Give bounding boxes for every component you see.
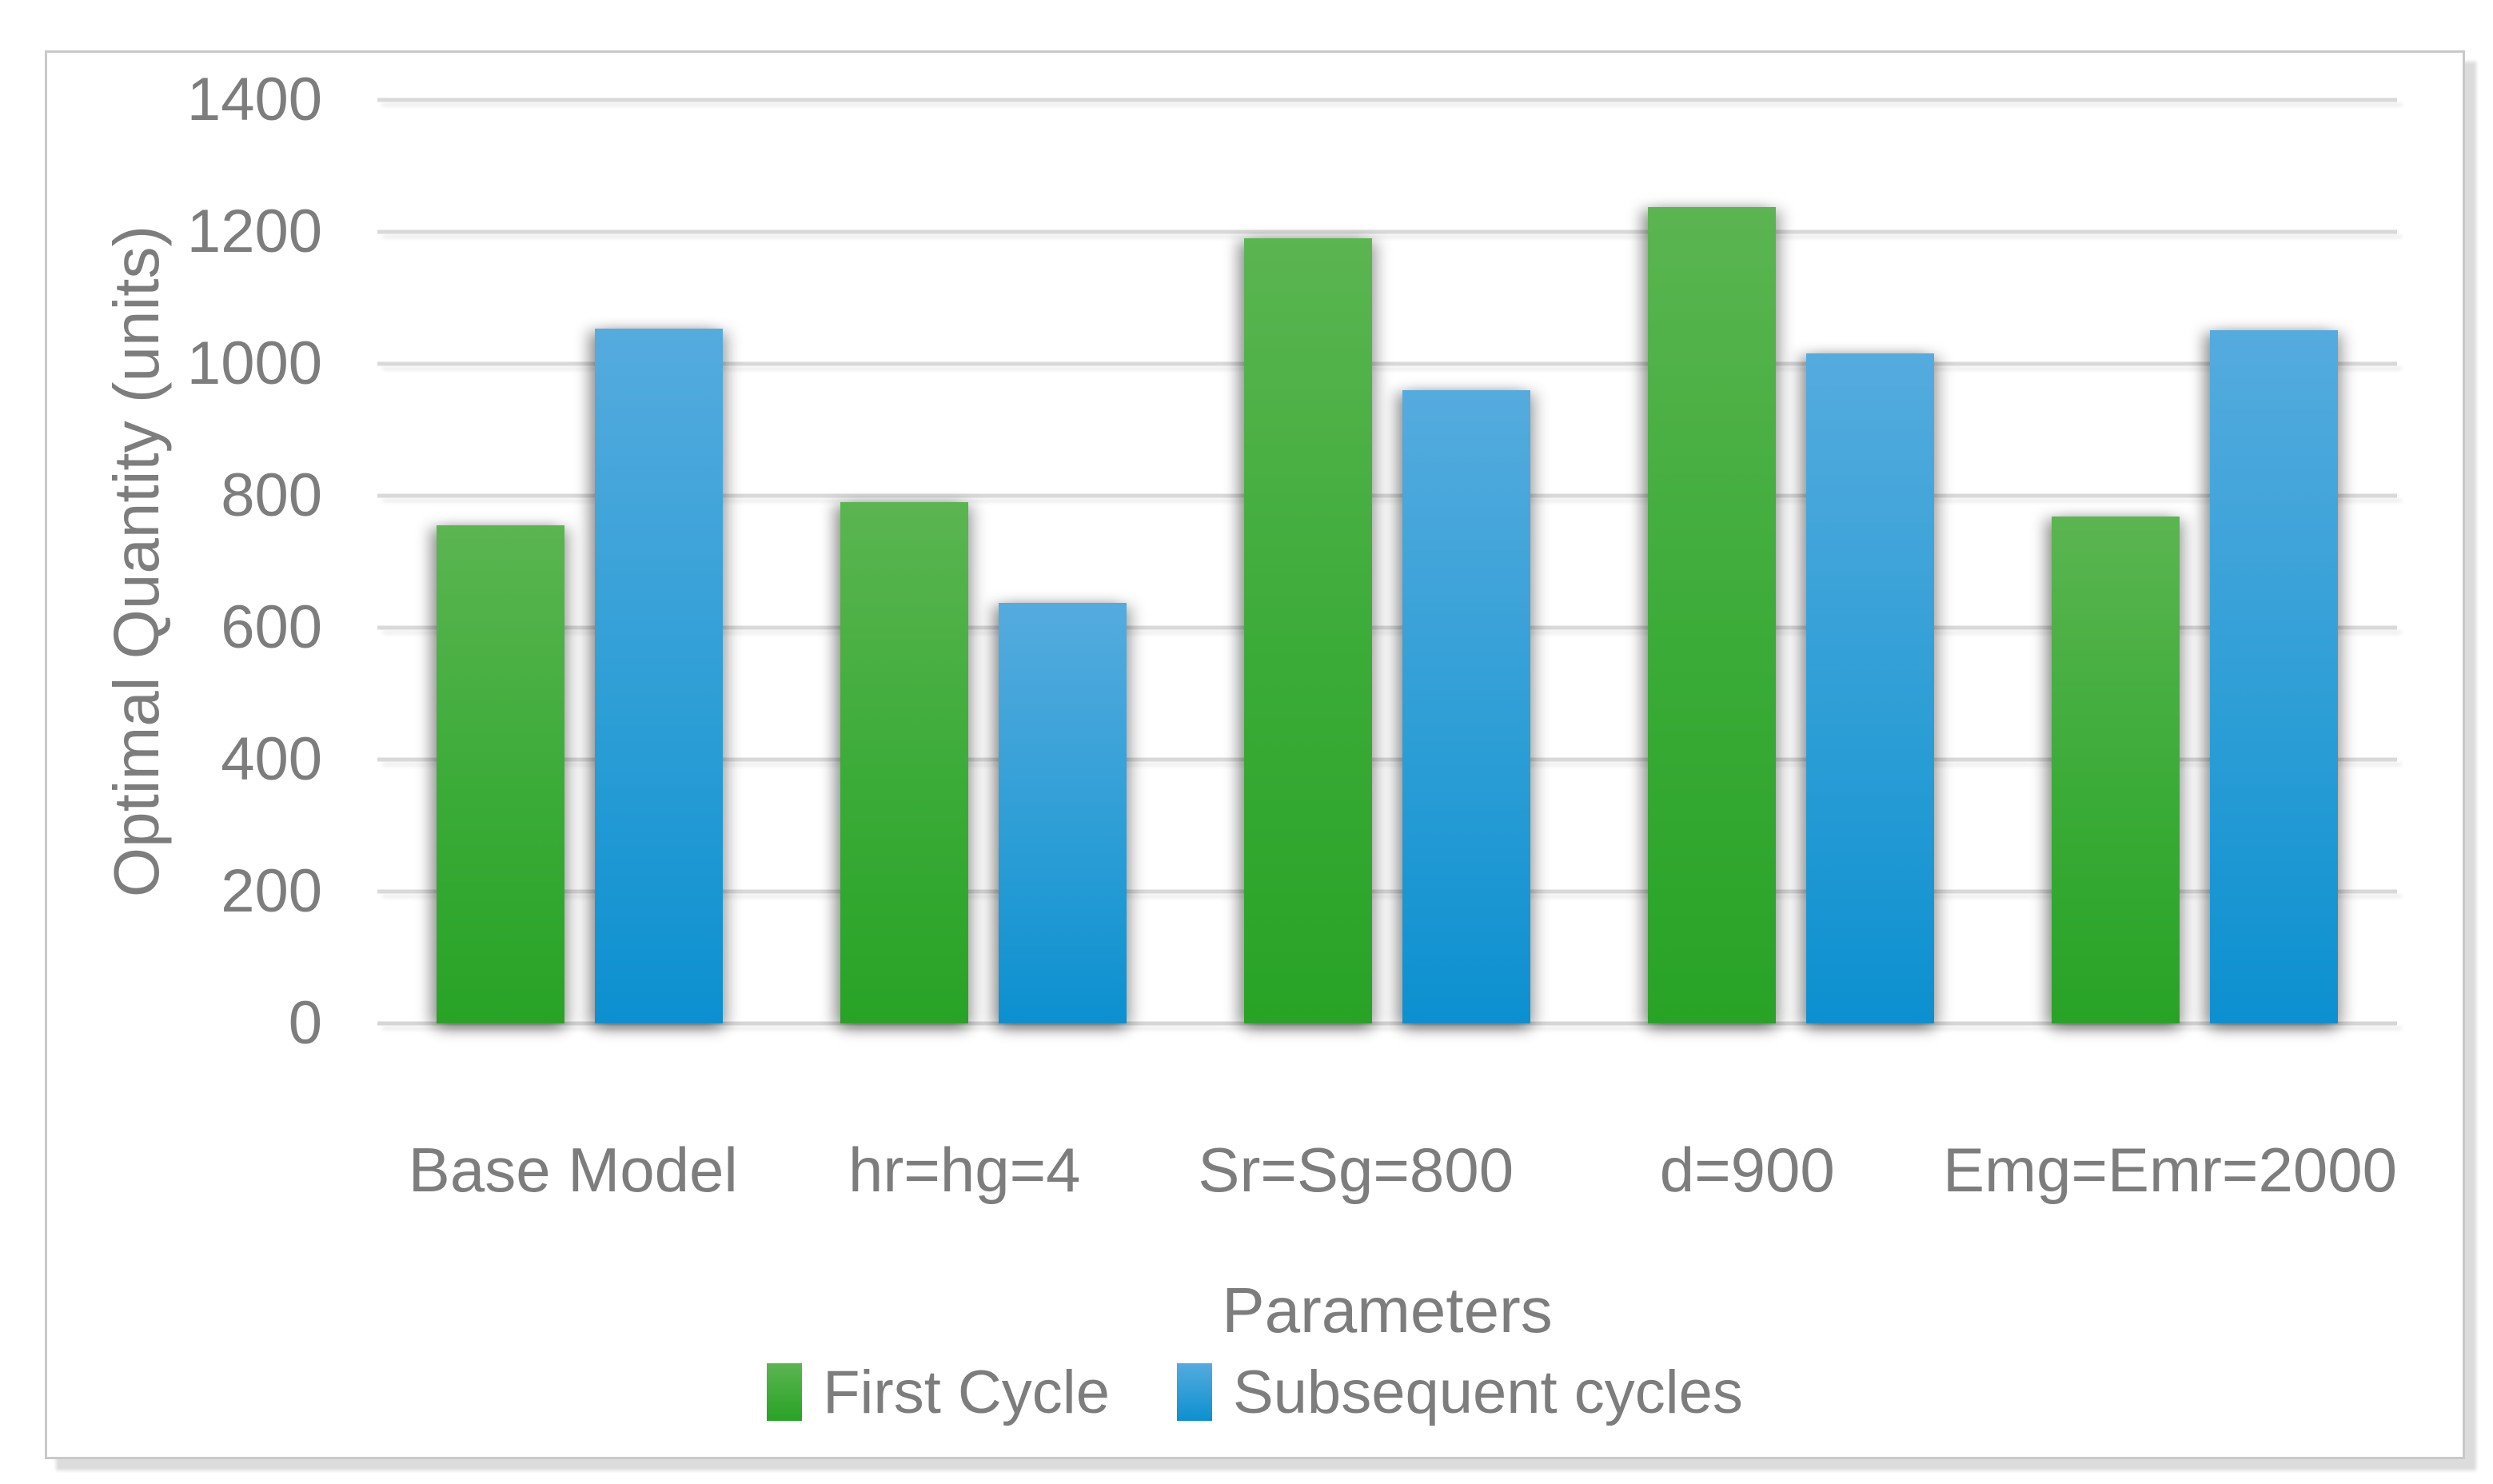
y-tick-label: 0 <box>288 989 322 1057</box>
x-tick-label: Emg=Emr=2000 <box>1943 1135 2397 1205</box>
bar-group <box>781 100 1185 1023</box>
legend-item: First Cycle <box>767 1358 1110 1427</box>
bar-group <box>1185 100 1589 1023</box>
gridline <box>377 757 2397 762</box>
bar <box>998 603 1127 1023</box>
x-axis-tick-labels: Base Model hr=hg=4 Sr=Sg=800 d=900 Emg=Emr=2… <box>377 1134 2397 1206</box>
bar-group <box>377 100 781 1023</box>
gridline <box>377 493 2397 498</box>
y-tick-label: 200 <box>221 857 322 925</box>
bar <box>1244 238 1372 1023</box>
y-tick-label: 600 <box>221 593 322 661</box>
x-tick-label: Sr=Sg=800 <box>1198 1135 1514 1205</box>
chart-frame: 0 200 400 600 800 1000 1200 1400 Base Model hr=h… <box>45 50 2465 1459</box>
gridline <box>377 889 2397 894</box>
x-axis-title: Parameters <box>1222 1275 1553 1346</box>
gridline <box>377 625 2397 630</box>
bar <box>2210 329 2339 1023</box>
bar <box>840 502 968 1023</box>
bar <box>1648 207 1777 1023</box>
x-tick-label: hr=hg=4 <box>848 1135 1081 1205</box>
legend-label: Subsequent cycles <box>1232 1358 1743 1426</box>
x-axis-line <box>377 1021 2397 1026</box>
legend-item: Subsequent cycles <box>1176 1358 1743 1427</box>
gridline <box>377 98 2397 102</box>
bars-layer <box>377 100 2397 1023</box>
gridline <box>377 229 2397 234</box>
bar <box>1402 390 1530 1023</box>
legend-swatch <box>767 1363 803 1421</box>
legend: First Cycle Subsequent cycles <box>47 1356 2463 1428</box>
y-tick-label: 1200 <box>186 197 322 265</box>
y-tick-label: 1400 <box>186 66 322 134</box>
legend-label: First Cycle <box>823 1358 1110 1426</box>
plot-area <box>377 98 2397 1026</box>
bar-group <box>1590 100 1993 1023</box>
bar <box>1806 353 1935 1023</box>
bar <box>436 525 564 1023</box>
gridline <box>377 361 2397 366</box>
y-axis-title: Optimal Quantity (units) <box>101 225 172 898</box>
bar-group <box>1993 100 2397 1023</box>
y-axis-tick-labels: 0 200 400 600 800 1000 1200 1400 <box>47 70 322 1054</box>
y-tick-label: 800 <box>221 461 322 529</box>
legend-swatch <box>1176 1363 1212 1421</box>
x-tick-label: d=900 <box>1659 1135 1835 1205</box>
bar <box>2052 517 2180 1023</box>
y-tick-label: 400 <box>221 725 322 793</box>
bar <box>594 329 723 1023</box>
y-tick-label: 1000 <box>186 329 322 397</box>
x-tick-label: Base Model <box>408 1135 738 1205</box>
